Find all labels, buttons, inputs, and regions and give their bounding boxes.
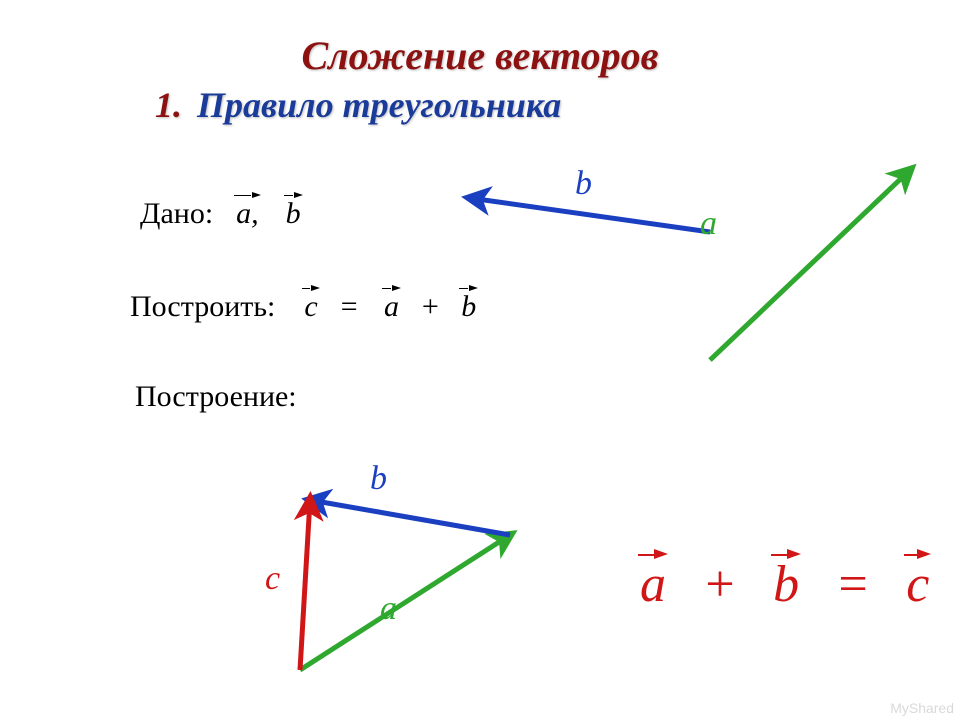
- top-label-b: b: [575, 165, 592, 203]
- diagram-top: [440, 150, 940, 380]
- subtitle-text: Правило треугольника: [197, 85, 561, 125]
- build-vec-c: c: [304, 290, 317, 324]
- eq-plus: +: [702, 556, 737, 613]
- build-plus: +: [420, 290, 440, 323]
- page-title-text: Сложение векторов: [301, 33, 658, 78]
- result-equation: a + b = c: [640, 555, 929, 614]
- eq-eq: =: [835, 556, 870, 613]
- page-title: Сложение векторов: [0, 32, 960, 79]
- bot-label-b: b: [370, 460, 387, 498]
- build-vec-a: a: [384, 290, 399, 324]
- build-prefix: Построить:: [130, 290, 275, 323]
- given-vec-a: a,: [236, 197, 259, 231]
- bot-vec-c-arrow: [300, 500, 310, 670]
- top-vec-a-arrow: [710, 170, 910, 360]
- construction-label: Построение:: [135, 380, 297, 414]
- bot-label-a: a: [380, 590, 397, 628]
- top-vec-b-arrow: [470, 198, 710, 232]
- build-eq: =: [339, 290, 359, 323]
- bot-vec-a-arrow: [300, 535, 510, 670]
- diagram-bottom: [210, 440, 570, 690]
- eq-vec-c: c: [906, 555, 929, 614]
- watermark: MyShared: [890, 700, 954, 716]
- given-line: Дано: a, b: [140, 197, 301, 231]
- subtitle-num: 1.: [155, 85, 182, 125]
- build-line: Построить: c = a + b: [130, 290, 476, 324]
- subtitle: 1. Правило треугольника: [155, 84, 561, 126]
- top-label-a: a: [700, 205, 717, 243]
- given-prefix: Дано:: [140, 197, 213, 230]
- eq-vec-b: b: [773, 555, 799, 614]
- bot-label-c: с: [265, 560, 280, 598]
- eq-vec-a: a: [640, 555, 666, 614]
- bot-vec-b-arrow: [310, 500, 510, 535]
- given-vec-b: b: [286, 197, 301, 231]
